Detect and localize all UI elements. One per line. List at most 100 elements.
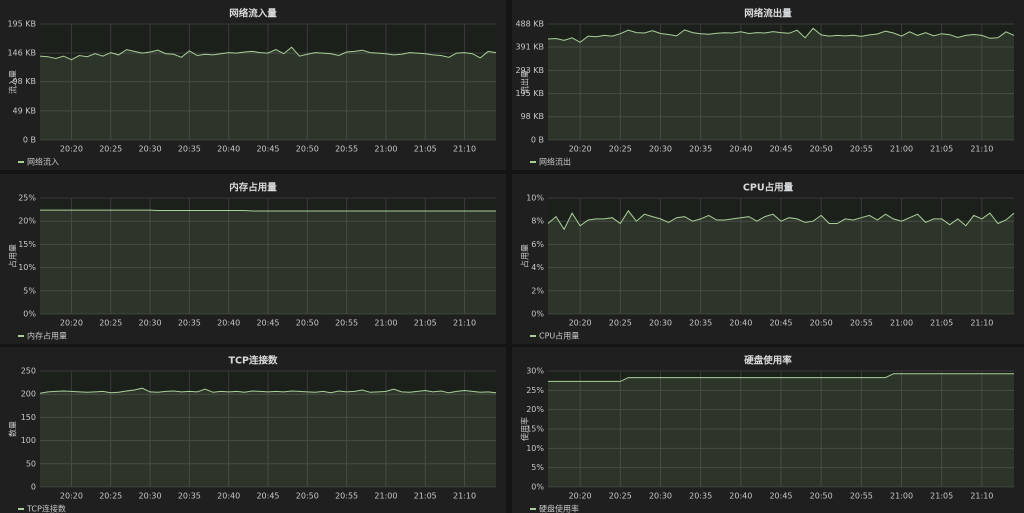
x-tick-label: 20:30 bbox=[139, 492, 162, 501]
y-tick-label: 5% bbox=[531, 463, 544, 472]
x-tick-label: 21:05 bbox=[414, 492, 437, 501]
x-tick-label: 20:25 bbox=[99, 319, 122, 328]
x-tick-label: 20:50 bbox=[810, 492, 833, 501]
x-tick-label: 20:20 bbox=[569, 145, 592, 154]
series-area bbox=[548, 28, 1014, 140]
x-tick-label: 21:10 bbox=[453, 492, 476, 501]
x-tick-label: 21:00 bbox=[890, 319, 913, 328]
x-tick-label: 20:25 bbox=[609, 145, 632, 154]
y-tick-label: 15% bbox=[526, 425, 544, 434]
y-tick-label: 2% bbox=[531, 286, 544, 295]
x-tick-label: 20:40 bbox=[729, 145, 752, 154]
x-tick-label: 20:55 bbox=[850, 319, 873, 328]
x-tick-label: 20:50 bbox=[296, 319, 319, 328]
legend-label: 网络流出 bbox=[539, 157, 571, 167]
x-tick-label: 20:40 bbox=[217, 319, 240, 328]
y-tick-label: 100 bbox=[21, 436, 36, 445]
x-tick-label: 20:35 bbox=[178, 145, 201, 154]
x-tick-label: 21:10 bbox=[970, 145, 993, 154]
x-tick-label: 20:30 bbox=[649, 319, 672, 328]
y-tick-label: 200 bbox=[21, 390, 36, 399]
y-tick-label: 0 bbox=[31, 483, 36, 492]
y-tick-label: 0% bbox=[531, 483, 544, 492]
y-tick-label: 146 KB bbox=[7, 49, 36, 58]
x-tick-label: 20:30 bbox=[139, 145, 162, 154]
y-tick-label: 4% bbox=[531, 263, 544, 272]
panel-title: 内存占用量 bbox=[229, 182, 277, 194]
y-axis-label: 流出量 bbox=[520, 70, 530, 94]
panel-title: CPU占用量 bbox=[743, 182, 794, 194]
x-tick-label: 21:05 bbox=[930, 319, 953, 328]
x-tick-label: 21:05 bbox=[414, 145, 437, 154]
x-tick-label: 20:45 bbox=[256, 145, 279, 154]
y-tick-label: 20% bbox=[18, 217, 36, 226]
series-area bbox=[548, 373, 1014, 487]
x-tick-label: 20:20 bbox=[569, 492, 592, 501]
y-tick-label: 0% bbox=[531, 310, 544, 319]
y-axis-label: 使用率 bbox=[520, 417, 530, 441]
x-tick-label: 20:25 bbox=[609, 319, 632, 328]
x-tick-label: 21:05 bbox=[930, 145, 953, 154]
y-axis-label: 流入量 bbox=[8, 70, 18, 94]
x-tick-label: 20:45 bbox=[769, 145, 792, 154]
y-tick-label: 0 B bbox=[531, 136, 544, 145]
x-tick-label: 20:45 bbox=[256, 319, 279, 328]
x-tick-label: 20:55 bbox=[335, 492, 358, 501]
x-tick-label: 20:35 bbox=[689, 145, 712, 154]
y-axis-label: 占用量 bbox=[8, 244, 18, 268]
x-tick-label: 20:45 bbox=[769, 319, 792, 328]
y-axis-label: 数量 bbox=[8, 421, 18, 437]
y-tick-label: 0% bbox=[23, 310, 36, 319]
x-tick-label: 21:05 bbox=[414, 319, 437, 328]
x-tick-label: 20:45 bbox=[769, 492, 792, 501]
y-tick-label: 10% bbox=[526, 444, 544, 453]
series-area bbox=[548, 210, 1014, 314]
x-tick-label: 20:50 bbox=[296, 492, 319, 501]
x-tick-label: 20:20 bbox=[569, 319, 592, 328]
series-line bbox=[548, 373, 1014, 382]
y-tick-label: 195 KB bbox=[515, 89, 544, 98]
x-tick-label: 20:40 bbox=[217, 492, 240, 501]
series-line bbox=[547, 209, 1015, 231]
y-tick-label: 488 KB bbox=[515, 20, 544, 29]
x-tick-label: 20:45 bbox=[256, 492, 279, 501]
x-tick-label: 20:25 bbox=[99, 145, 122, 154]
x-tick-label: 20:40 bbox=[729, 319, 752, 328]
x-tick-label: 21:10 bbox=[970, 492, 993, 501]
series-line bbox=[39, 46, 497, 61]
x-tick-label: 20:35 bbox=[178, 319, 201, 328]
y-tick-label: 10% bbox=[526, 194, 544, 203]
x-tick-label: 21:10 bbox=[453, 319, 476, 328]
legend-label: TCP连接数 bbox=[26, 504, 66, 513]
y-tick-label: 6% bbox=[531, 240, 544, 249]
x-tick-label: 21:05 bbox=[930, 492, 953, 501]
panel-title: 网络流出量 bbox=[744, 8, 792, 20]
y-tick-label: 30% bbox=[526, 367, 544, 376]
legend-label: 硬盘使用率 bbox=[539, 504, 579, 513]
x-tick-label: 20:30 bbox=[649, 145, 672, 154]
y-tick-label: 10% bbox=[18, 263, 36, 272]
x-tick-label: 20:20 bbox=[60, 492, 83, 501]
x-tick-label: 20:40 bbox=[217, 145, 240, 154]
x-tick-label: 20:35 bbox=[689, 319, 712, 328]
x-tick-label: 20:55 bbox=[335, 145, 358, 154]
series-line bbox=[547, 27, 1015, 43]
panel-title: 网络流入量 bbox=[229, 8, 277, 20]
x-tick-label: 20:35 bbox=[689, 492, 712, 501]
series-area bbox=[40, 210, 496, 314]
x-tick-label: 21:00 bbox=[374, 319, 397, 328]
legend-label: 网络流入 bbox=[27, 157, 59, 167]
y-tick-label: 98 KB bbox=[521, 112, 544, 121]
y-tick-label: 293 KB bbox=[515, 66, 544, 75]
x-tick-label: 20:50 bbox=[296, 145, 319, 154]
x-tick-label: 20:20 bbox=[60, 145, 83, 154]
legend-label: CPU占用量 bbox=[539, 331, 579, 341]
x-tick-label: 21:00 bbox=[890, 145, 913, 154]
series-line bbox=[40, 209, 496, 212]
y-tick-label: 25% bbox=[526, 386, 544, 395]
x-tick-label: 20:30 bbox=[139, 319, 162, 328]
y-tick-label: 49 KB bbox=[13, 106, 36, 115]
y-tick-label: 391 KB bbox=[515, 43, 544, 52]
y-tick-label: 195 KB bbox=[7, 20, 36, 29]
legend-label: 内存占用量 bbox=[27, 331, 67, 341]
